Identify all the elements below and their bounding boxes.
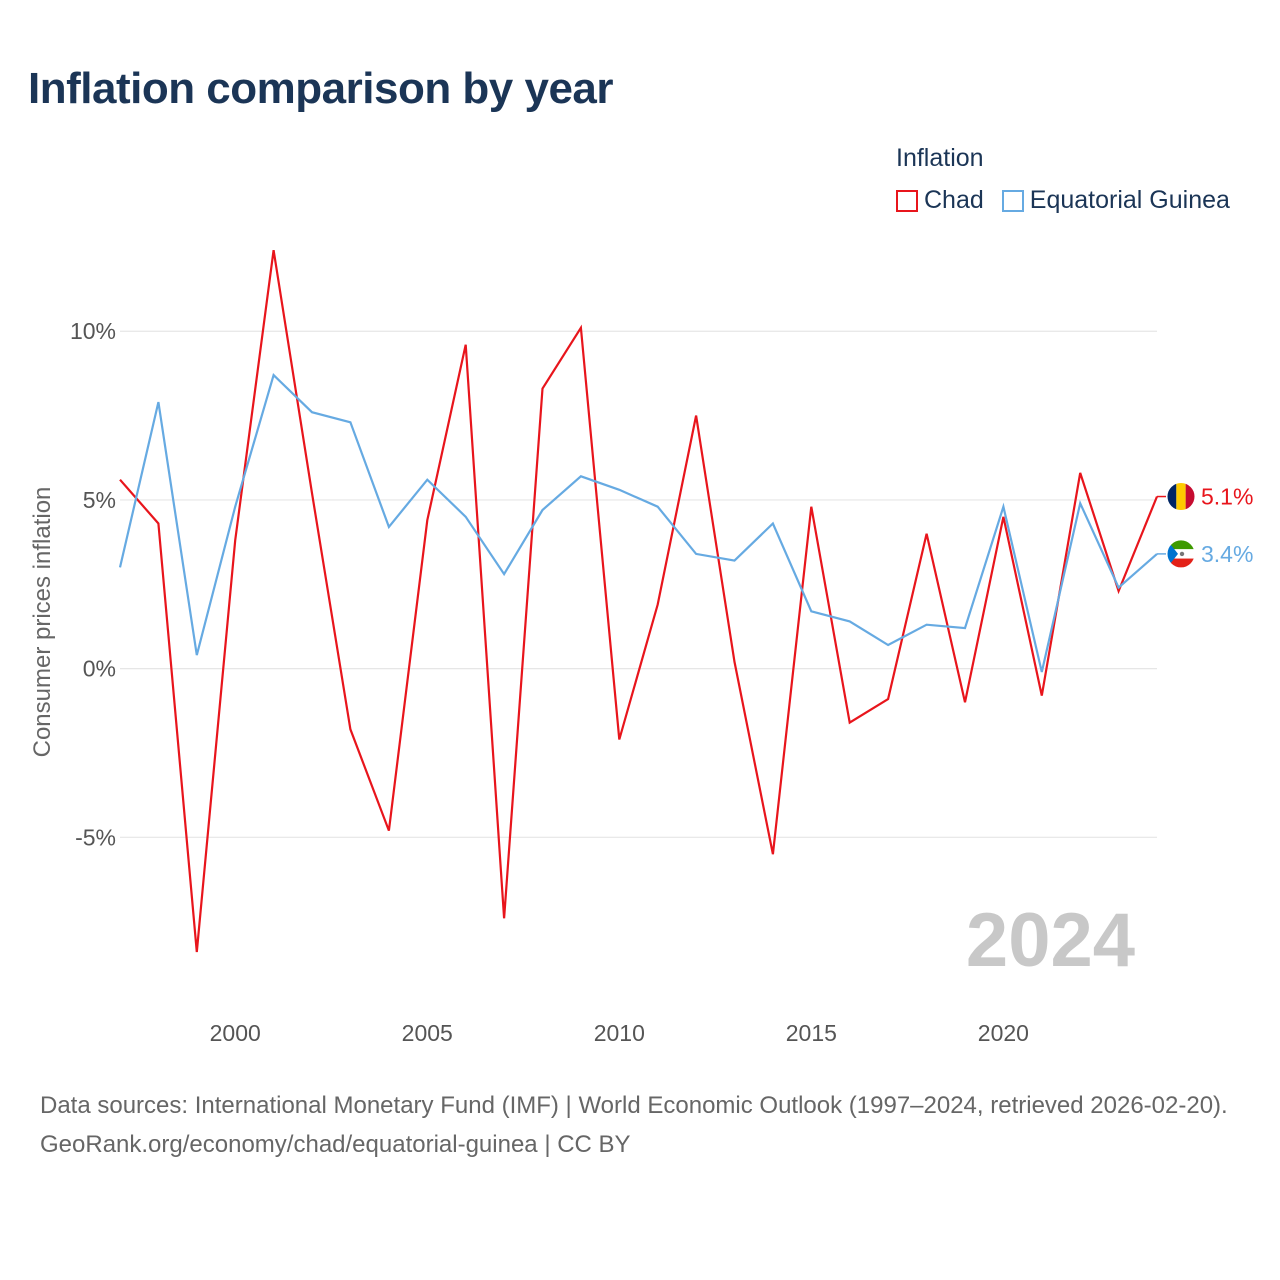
x-tick-label: 2010 <box>594 1020 645 1046</box>
y-tick-label: 5% <box>83 487 116 513</box>
year-watermark: 2024 <box>966 898 1135 983</box>
legend-label-equatorial-guinea: Equatorial Guinea <box>1029 186 1230 214</box>
x-tick-label: 2015 <box>786 1020 837 1046</box>
series-line-equatorial-guinea[interactable] <box>118 373 1158 673</box>
end-value-label-equatorial-guinea: 3.4% <box>1201 541 1253 567</box>
data-sources: Data sources: International Monetary Fun… <box>40 1092 1228 1119</box>
y-axis-label: Consumer prices inflation <box>29 487 56 758</box>
x-tick-label: 2020 <box>978 1020 1029 1046</box>
legend-swatch-chad <box>896 189 918 212</box>
equatorial-guinea-flag-icon <box>1166 539 1196 569</box>
chad-flag-icon <box>1166 482 1196 512</box>
footer: Data sources: International Monetary Fun… <box>40 1086 1250 1164</box>
y-tick-label: -5% <box>75 824 116 850</box>
legend-title: Inflation <box>896 144 984 172</box>
legend-swatch-equatorial-guinea <box>1001 189 1024 212</box>
y-tick-label: 0% <box>83 656 116 682</box>
legend-item-chad[interactable]: Chad <box>896 186 984 215</box>
legend-item-equatorial-guinea[interactable]: Equatorial Guinea <box>1001 186 1230 215</box>
x-tick-label: 2005 <box>402 1020 453 1046</box>
chart-title: Inflation comparison by year <box>28 64 614 113</box>
end-value-label-chad: 5.1% <box>1201 484 1253 510</box>
legend: Chad Equatorial Guinea <box>896 186 1230 215</box>
series-line-chad[interactable] <box>119 250 1159 953</box>
x-tick-label: 2000 <box>210 1020 261 1046</box>
source-credit[interactable]: GeoRank.org/economy/chad/equatorial-guin… <box>40 1131 631 1158</box>
y-tick-label: 10% <box>70 318 116 344</box>
legend-label-chad: Chad <box>924 186 984 214</box>
